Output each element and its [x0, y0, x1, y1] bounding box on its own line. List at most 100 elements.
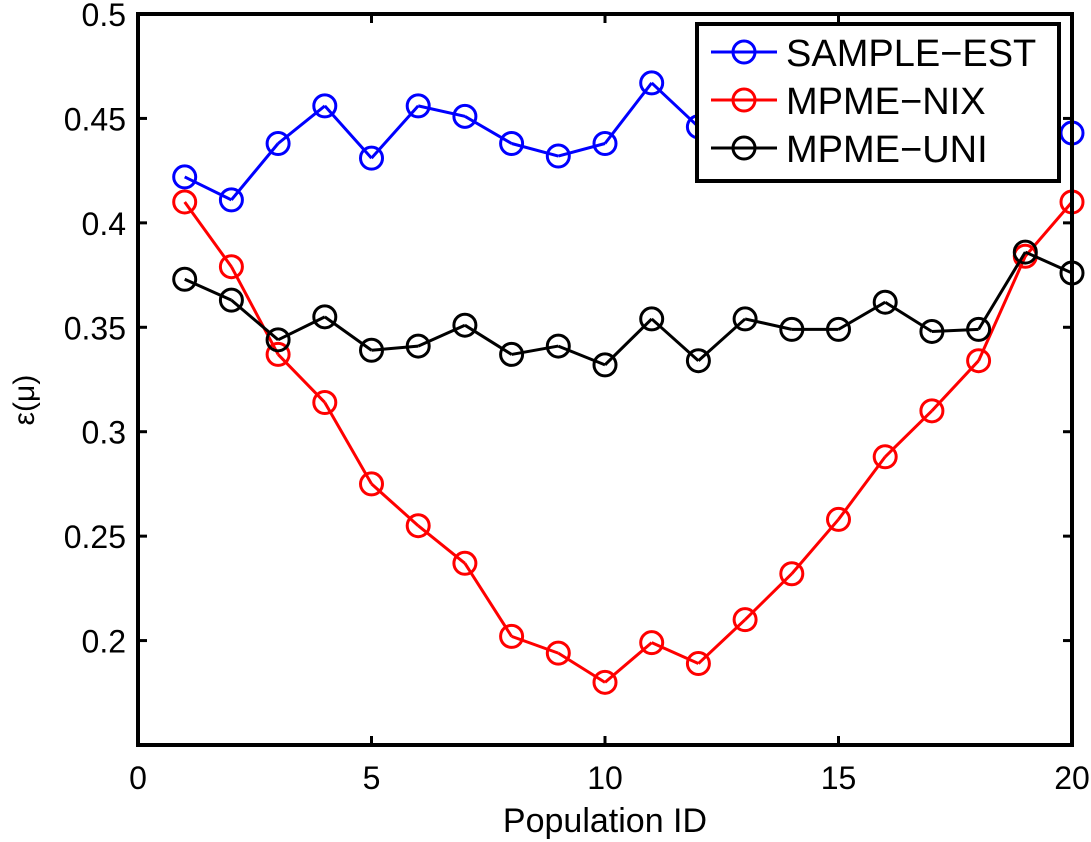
- data-point: [919, 318, 945, 344]
- data-point: [312, 389, 338, 415]
- data-point: [312, 93, 338, 119]
- data-point: [966, 316, 992, 342]
- series-line-segment: [417, 104, 466, 118]
- data-point: [265, 341, 291, 367]
- series-line-segment: [884, 300, 933, 333]
- x-tick-label: 15: [821, 760, 857, 796]
- data-point: [685, 651, 711, 677]
- series-line-segment: [464, 115, 513, 145]
- data-point: [732, 306, 758, 332]
- x-axis-label: Population ID: [503, 802, 707, 840]
- series-line-segment: [604, 641, 653, 684]
- series-line-segment: [370, 482, 420, 527]
- data-point: [1012, 239, 1038, 265]
- data-point: [592, 669, 618, 695]
- data-point: [218, 287, 244, 313]
- data-point: [405, 513, 431, 539]
- series-line-segment: [977, 255, 1027, 362]
- data-point: [685, 348, 711, 374]
- y-tick-label: 0.25: [64, 519, 126, 555]
- data-point: [265, 327, 291, 353]
- legend-marker: [731, 87, 757, 113]
- data-point: [872, 289, 898, 315]
- data-point: [919, 398, 945, 424]
- series-line-segment: [184, 277, 233, 302]
- y-tick-label: 0.35: [64, 310, 126, 346]
- series-line-segment: [744, 317, 793, 331]
- series-line-segment: [603, 82, 653, 145]
- series-2: [172, 239, 1085, 378]
- data-point: [405, 93, 431, 119]
- data-point: [872, 444, 898, 470]
- series-line-segment: [931, 327, 979, 333]
- series-line-segment: [230, 266, 280, 356]
- data-point: [826, 316, 851, 342]
- data-point: [172, 266, 198, 292]
- legend-marker: [731, 135, 757, 161]
- data-point: [639, 306, 665, 332]
- legend-label: MPME−UNI: [786, 129, 988, 171]
- series-line-segment: [464, 323, 513, 356]
- y-tick-label: 0.2: [82, 624, 126, 660]
- data-point: [405, 333, 431, 359]
- series-line-segment: [1024, 250, 1073, 275]
- series-line-segment: [557, 142, 606, 158]
- x-tick-label: 5: [363, 760, 381, 796]
- data-point: [452, 312, 478, 338]
- data-point: [172, 189, 198, 215]
- data-point: [452, 103, 478, 129]
- legend-box: [695, 22, 1061, 183]
- data-point: [359, 471, 384, 497]
- y-tick-label: 0.5: [82, 0, 126, 33]
- x-tick-label: 0: [129, 760, 147, 796]
- data-point: [639, 630, 665, 656]
- x-tick-label: 20: [1054, 760, 1090, 796]
- legend-marker: [731, 39, 757, 65]
- data-point: [966, 348, 992, 374]
- series-line-segment: [511, 142, 559, 158]
- data-point: [732, 607, 758, 633]
- series-line-segment: [837, 455, 887, 521]
- series-line-segment: [184, 175, 233, 202]
- data-point: [359, 145, 384, 171]
- series-line-segment: [463, 562, 513, 638]
- series-line-segment: [277, 104, 326, 145]
- data-point: [312, 304, 338, 330]
- series-line-segment: [511, 634, 559, 655]
- data-point: [359, 337, 384, 363]
- data-point: [592, 130, 618, 156]
- series-line-segment: [511, 344, 559, 356]
- series-line-segment: [323, 315, 373, 352]
- data-point: [545, 143, 571, 169]
- x-tick-label: 10: [587, 760, 623, 796]
- legend: SAMPLE−EST MPME−NIX MPME−UNI: [695, 22, 1061, 183]
- series-line-segment: [557, 344, 606, 367]
- data-point: [499, 341, 525, 367]
- data-point: [779, 561, 805, 587]
- data-point: [779, 316, 805, 342]
- series-line-segment: [371, 344, 419, 352]
- legend-label: MPME−NIX: [786, 81, 986, 123]
- legend-label: SAMPLE−EST: [786, 33, 1036, 75]
- data-point: [265, 130, 291, 156]
- data-point: [545, 640, 571, 666]
- data-point: [592, 352, 618, 378]
- series-line-segment: [183, 201, 233, 268]
- y-tick-label: 0.4: [82, 206, 126, 242]
- series-line-segment: [651, 641, 700, 665]
- series-1: [172, 189, 1085, 695]
- axis-ticks: 0 5 10 15 20 0.2 0.25 0.3 0.35 0.4 0.45 0.5: [64, 0, 1090, 796]
- y-tick-label: 0.45: [64, 101, 126, 137]
- y-tick-label: 0.3: [82, 415, 126, 451]
- series-line-segment: [977, 251, 1027, 331]
- series-line-segment: [277, 315, 326, 342]
- series-line-segment: [323, 401, 373, 485]
- data-point: [218, 254, 244, 280]
- series-line-segment: [697, 317, 747, 362]
- data-point: [218, 187, 244, 213]
- series-line-segment: [837, 300, 886, 331]
- series-line-segment: [557, 651, 606, 684]
- data-point: [172, 164, 198, 190]
- data-point: [499, 623, 525, 649]
- series-line-segment: [417, 524, 466, 565]
